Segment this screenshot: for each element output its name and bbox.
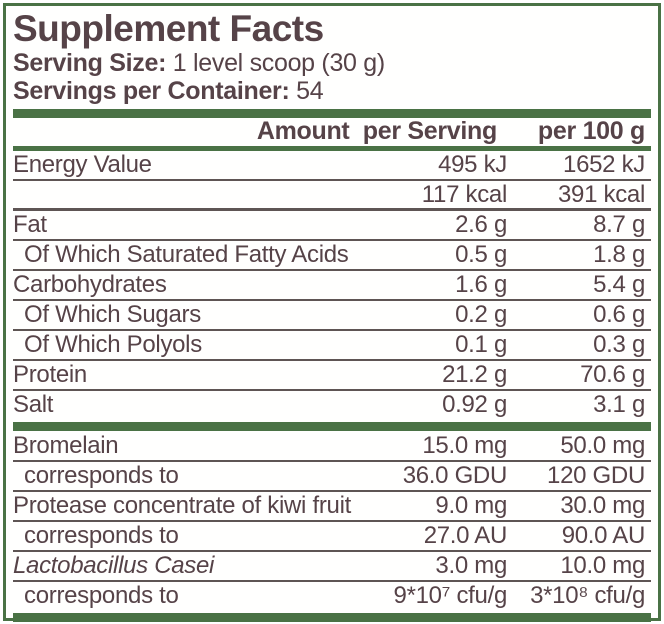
servings-per-container-label: Servings per Container:: [13, 77, 290, 105]
panel-title: Supplement Facts: [13, 8, 324, 49]
row-amount-per-serving: 117 kcal: [421, 181, 508, 208]
row-amount-per-100g: 30.0 mg: [560, 492, 645, 519]
row-name: corresponds to: [24, 582, 179, 609]
header-per-100g: per 100 g: [537, 117, 645, 145]
row-amount-per-100g: 0.6 g: [593, 301, 645, 328]
row-amount-per-serving: 9.0 mg: [435, 492, 507, 519]
active-ingredient-rows: Bromelain 15.0 mg 50.0 mg corresponds to…: [13, 432, 651, 612]
table-row: corresponds to 36.0 GDU 120 GDU: [13, 462, 651, 492]
divider-bar-section: [13, 422, 651, 431]
row-amount-per-100g: 90.0 AU: [561, 522, 646, 549]
row-amount-per-serving: 15.0 mg: [422, 432, 507, 459]
supplement-facts-panel: Supplement Facts Serving Size: 1 level s…: [3, 3, 661, 622]
table-row: Protein 21.2 g 70.6 g: [13, 361, 651, 391]
row-name: Protease concentrate of kiwi fruit: [13, 492, 351, 519]
row-name: Bromelain: [13, 432, 119, 459]
row-name: Energy Value: [13, 151, 152, 178]
row-amount-per-100g: 5.4 g: [593, 271, 645, 298]
serving-size-label: Serving Size:: [13, 49, 167, 77]
divider-bar-under-header: [13, 146, 651, 151]
row-amount-per-100g: 3*10⁸ cfu/g: [530, 582, 645, 609]
row-amount-per-serving: 3.0 mg: [435, 552, 507, 579]
row-name: Fat: [13, 211, 47, 238]
row-name: corresponds to: [24, 462, 179, 489]
row-amount-per-100g: 50.0 mg: [560, 432, 645, 459]
row-amount-per-serving: 0.92 g: [442, 391, 507, 418]
table-header-row: Amount per Serving per 100 g: [13, 118, 651, 146]
row-amount-per-serving: 0.1 g: [455, 331, 507, 358]
row-name: corresponds to: [24, 522, 179, 549]
row-name: Salt: [13, 391, 54, 418]
servings-per-container-line: Servings per Container: 54: [13, 77, 651, 105]
row-amount-per-100g: 3.1 g: [593, 391, 645, 418]
table-row: Fat 2.6 g 8.7 g: [13, 211, 651, 241]
table-row: Carbohydrates 1.6 g 5.4 g: [13, 271, 651, 301]
row-amount-per-serving: 0.2 g: [455, 301, 507, 328]
row-name: Protein: [13, 361, 87, 388]
table-row: Energy Value 495 kJ 1652 kJ: [13, 151, 651, 181]
table-row: Lactobacillus Casei 3.0 mg 10.0 mg: [13, 552, 651, 582]
divider-bar-bottom: [13, 613, 651, 622]
row-amount-per-100g: 1.8 g: [593, 241, 645, 268]
row-amount-per-serving: 0.5 g: [455, 241, 507, 268]
row-name: Of Which Polyols: [24, 331, 202, 358]
row-amount-per-serving: 9*10⁷ cfu/g: [393, 582, 508, 609]
serving-size-value: 1 level scoop (30 g): [166, 49, 385, 77]
table-row: corresponds to 27.0 AU 90.0 AU: [13, 522, 651, 552]
table-row: Of Which Saturated Fatty Acids 0.5 g 1.8…: [13, 241, 651, 271]
table-row: Protease concentrate of kiwi fruit 9.0 m…: [13, 492, 651, 522]
row-amount-per-100g: 120 GDU: [547, 462, 645, 489]
row-amount-per-100g: 0.3 g: [593, 331, 645, 358]
row-amount-per-100g: 1652 kJ: [563, 151, 645, 178]
row-name: Of Which Saturated Fatty Acids: [24, 241, 349, 268]
nutrient-rows: Energy Value 495 kJ 1652 kJ 117 kcal 391…: [13, 151, 651, 421]
row-name: Of Which Sugars: [24, 301, 201, 328]
row-amount-per-serving: 2.6 g: [455, 211, 507, 238]
divider-bar-top: [13, 109, 651, 118]
row-amount-per-100g: 8.7 g: [593, 211, 645, 238]
row-name: Lactobacillus Casei: [13, 552, 215, 579]
table-row: corresponds to 9*10⁷ cfu/g 3*10⁸ cfu/g: [13, 582, 651, 612]
table-row: Of Which Sugars 0.2 g 0.6 g: [13, 301, 651, 331]
serving-size-line: Serving Size: 1 level scoop (30 g): [13, 49, 651, 77]
table-row: Bromelain 15.0 mg 50.0 mg: [13, 432, 651, 462]
row-amount-per-100g: 10.0 mg: [560, 552, 645, 579]
table-row: Of Which Polyols 0.1 g 0.3 g: [13, 331, 651, 361]
header-amount-per-serving: Amount per Serving: [256, 117, 497, 145]
row-amount-per-100g: 70.6 g: [580, 361, 645, 388]
row-amount-per-serving: 1.6 g: [455, 271, 507, 298]
row-amount-per-serving: 36.0 GDU: [402, 462, 508, 489]
servings-per-container-value: 54: [289, 77, 324, 105]
row-amount-per-serving: 495 kJ: [438, 151, 507, 178]
row-amount-per-serving: 27.0 AU: [423, 522, 508, 549]
row-name: Carbohydrates: [13, 271, 167, 298]
row-amount-per-100g: 391 kcal: [558, 181, 645, 208]
table-row: Salt 0.92 g 3.1 g: [13, 391, 651, 421]
row-amount-per-serving: 21.2 g: [442, 361, 507, 388]
table-row: 117 kcal 391 kcal: [13, 181, 651, 211]
